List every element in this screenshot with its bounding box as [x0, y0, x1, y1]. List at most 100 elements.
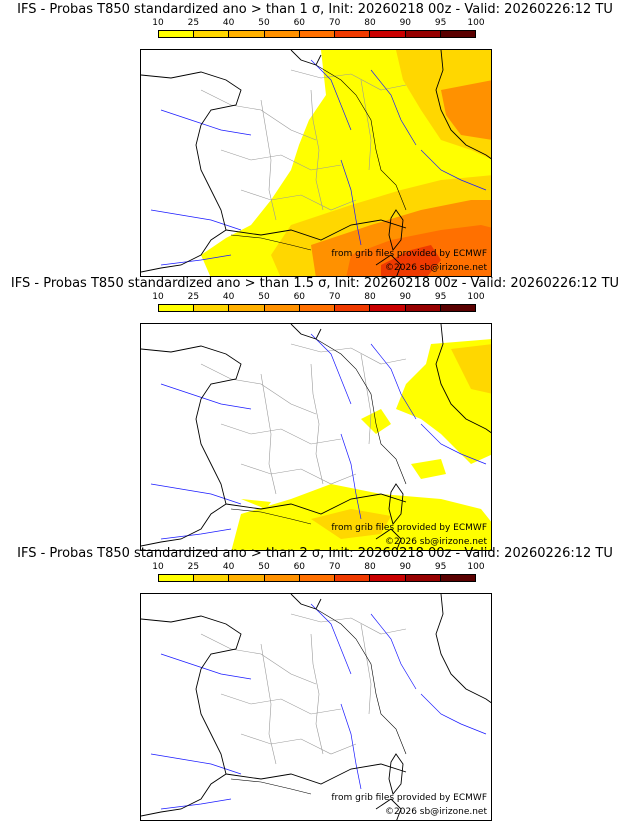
rivers — [150, 603, 487, 810]
colorbar-tick: 80 — [364, 18, 376, 28]
colorbar-swatch — [229, 305, 265, 311]
prob-area-low5 — [241, 499, 271, 509]
probability-map-icon — [141, 594, 491, 820]
rivers — [150, 333, 487, 540]
colorbar-swatch — [159, 31, 195, 37]
colorbar-labels: 10 25 40 50 60 70 80 90 95 100 — [152, 18, 484, 30]
colorbar-swatch — [370, 31, 406, 37]
colorbar-swatch — [264, 575, 300, 581]
colorbar-swatch — [335, 575, 371, 581]
colorbar-tick: 25 — [187, 292, 200, 302]
colorbar-tick: 40 — [222, 562, 235, 572]
probability-field — [231, 339, 491, 550]
colorbar-tick: 90 — [399, 562, 412, 572]
colorbar-legend: 10 25 40 50 60 70 80 90 95 100 — [152, 18, 485, 44]
map-area: from grib files provided by ECMWF ©2026 … — [140, 593, 492, 821]
colorbar-swatch — [335, 31, 371, 37]
panel-title: IFS - Probas T850 standardized ano > tha… — [10, 276, 620, 291]
colorbar-swatches — [158, 30, 476, 38]
colorbar-swatches — [158, 574, 476, 582]
coastlines — [141, 50, 491, 276]
colorbar-tick: 95 — [434, 18, 447, 28]
colorbar-swatches — [158, 304, 476, 312]
prob-area-mid — [451, 344, 491, 394]
colorbar-tick: 10 — [152, 562, 164, 572]
colorbar-tick: 40 — [222, 18, 235, 28]
panel-title: IFS - Probas T850 standardized ano > tha… — [17, 2, 613, 17]
credit-source: from grib files provided by ECMWF — [331, 793, 487, 803]
colorbar-tick: 100 — [467, 292, 485, 302]
colorbar-swatch — [299, 31, 336, 37]
region-borders — [200, 613, 407, 765]
colorbar-swatch — [264, 31, 300, 37]
prob-area-ne — [441, 80, 491, 140]
country-borders — [230, 608, 407, 795]
colorbar-tick: 95 — [434, 292, 447, 302]
colorbar-tick: 90 — [399, 18, 412, 28]
colorbar-swatch — [440, 575, 475, 581]
colorbar-swatch — [370, 575, 406, 581]
colorbar-tick: 80 — [364, 292, 376, 302]
colorbar-tick: 10 — [152, 18, 164, 28]
map-panel-1-5sigma: IFS - Probas T850 standardized ano > tha… — [0, 276, 630, 551]
colorbar-swatch — [159, 305, 195, 311]
colorbar-swatch — [194, 31, 230, 37]
colorbar-tick: 100 — [467, 18, 485, 28]
probability-map-icon — [141, 50, 491, 276]
colorbar-tick: 100 — [467, 562, 485, 572]
colorbar-swatch — [335, 305, 371, 311]
map-area: from grib files provided by ECMWF ©2026 … — [140, 323, 492, 551]
colorbar-swatch — [299, 575, 336, 581]
colorbar-tick: 90 — [399, 292, 412, 302]
credit-copyright: ©2026 sb@irizone.net — [385, 263, 487, 273]
colorbar-tick: 50 — [258, 292, 270, 302]
colorbar-tick: 80 — [364, 562, 376, 572]
region-borders — [200, 69, 407, 221]
colorbar-swatch — [264, 305, 300, 311]
colorbar-tick: 40 — [222, 292, 235, 302]
rivers — [150, 59, 487, 266]
coastlines — [141, 324, 491, 550]
map-panel-2sigma: IFS - Probas T850 standardized ano > tha… — [0, 546, 630, 821]
prob-area-top — [381, 245, 441, 276]
colorbar-tick: 70 — [328, 292, 341, 302]
colorbar-legend: 10 25 40 50 60 70 80 90 95 100 — [152, 292, 485, 318]
colorbar-tick: 25 — [187, 18, 200, 28]
coastlines — [141, 594, 491, 820]
colorbar-legend: 10 25 40 50 60 70 80 90 95 100 — [152, 562, 485, 588]
colorbar-swatch — [405, 31, 441, 37]
colorbar-labels: 10 25 40 50 60 70 80 90 95 100 — [152, 562, 484, 574]
colorbar-tick: 25 — [187, 562, 200, 572]
colorbar-swatch — [229, 31, 265, 37]
colorbar-tick: 70 — [328, 562, 341, 572]
country-borders — [230, 338, 407, 525]
colorbar-tick: 60 — [293, 18, 306, 28]
colorbar-swatch — [229, 575, 265, 581]
map-panel-1sigma: IFS - Probas T850 standardized ano > tha… — [0, 2, 630, 277]
country-borders — [230, 64, 407, 251]
colorbar-swatch — [299, 305, 336, 311]
credit-copyright: ©2026 sb@irizone.net — [385, 807, 487, 817]
colorbar-swatch — [159, 575, 195, 581]
colorbar-labels: 10 25 40 50 60 70 80 90 95 100 — [152, 292, 484, 304]
colorbar-tick: 60 — [293, 292, 306, 302]
colorbar-swatch — [194, 575, 230, 581]
probability-map-icon — [141, 324, 491, 550]
region-borders — [200, 343, 407, 495]
prob-area-mid2 — [311, 509, 391, 539]
map-area: from grib files provided by ECMWF ©2026 … — [140, 49, 492, 277]
colorbar-swatch — [194, 305, 230, 311]
probability-field — [201, 50, 491, 276]
colorbar-tick: 50 — [258, 562, 270, 572]
colorbar-swatch — [405, 305, 441, 311]
colorbar-swatch — [440, 305, 475, 311]
colorbar-swatch — [405, 575, 441, 581]
colorbar-tick: 70 — [328, 18, 341, 28]
panel-title: IFS - Probas T850 standardized ano > tha… — [17, 546, 613, 561]
colorbar-swatch — [440, 31, 475, 37]
credit-copyright: ©2026 sb@irizone.net — [385, 537, 487, 547]
colorbar-tick: 10 — [152, 292, 164, 302]
prob-area-low2 — [361, 409, 391, 434]
colorbar-tick: 50 — [258, 18, 270, 28]
credit-source: from grib files provided by ECMWF — [331, 523, 487, 533]
